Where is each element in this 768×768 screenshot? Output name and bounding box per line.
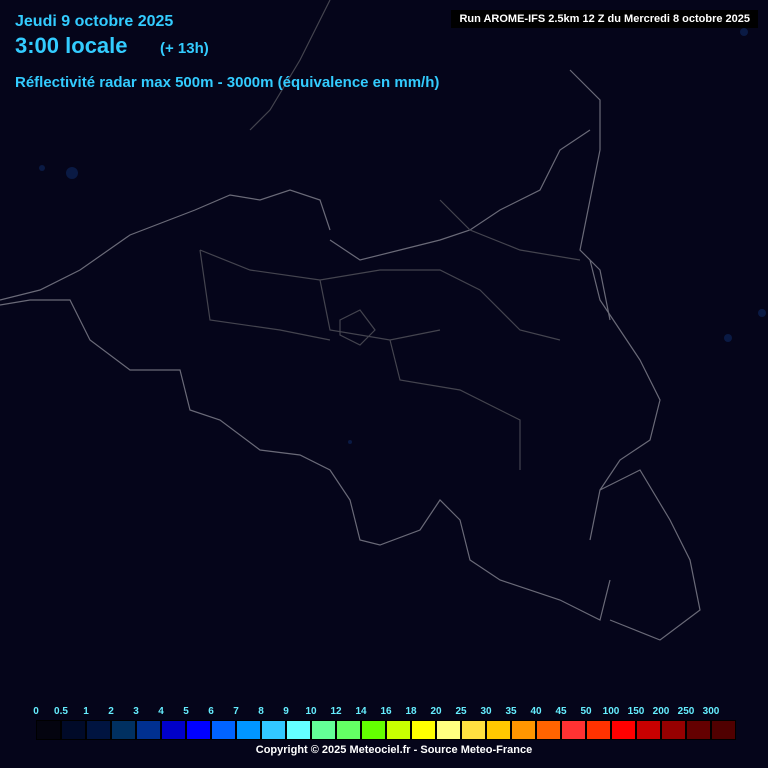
legend-label: 0	[33, 706, 39, 717]
legend-swatch	[686, 720, 711, 740]
legend-label: 6	[208, 706, 214, 717]
legend-label: 45	[555, 706, 567, 717]
legend-swatch	[561, 720, 586, 740]
legend-label: 5	[183, 706, 189, 717]
legend-swatch	[411, 720, 436, 740]
legend-swatch	[261, 720, 286, 740]
coastline	[0, 189, 331, 301]
border-fr-be	[0, 299, 611, 621]
province-lines	[199, 0, 581, 470]
legend-label: 200	[652, 706, 670, 717]
precip-specks	[39, 28, 766, 444]
forecast-offset: (+ 13h)	[160, 40, 209, 57]
legend-label: 250	[677, 706, 695, 717]
legend-label: 35	[505, 706, 517, 717]
legend-swatch	[186, 720, 211, 740]
legend-swatch	[536, 720, 561, 740]
legend-label: 2	[108, 706, 114, 717]
forecast-time: 3:00 locale	[15, 33, 128, 58]
legend-label: 10	[305, 706, 317, 717]
parameter-title: Réflectivité radar max 500m - 3000m (équ…	[15, 74, 440, 91]
legend-swatch	[436, 720, 461, 740]
legend-swatch	[486, 720, 511, 740]
legend-label: 3	[133, 706, 139, 717]
legend-label: 150	[627, 706, 645, 717]
forecast-date: Jeudi 9 octobre 2025	[15, 13, 174, 30]
legend-swatch	[586, 720, 611, 740]
legend-swatch	[661, 720, 686, 740]
border-be-nl	[329, 129, 591, 261]
legend-label: 100	[602, 706, 620, 717]
border-be-de	[589, 259, 661, 541]
legend-swatch	[611, 720, 636, 740]
legend-label: 50	[580, 706, 592, 717]
legend-label: 7	[233, 706, 239, 717]
legend-label: 30	[480, 706, 492, 717]
legend-swatch	[61, 720, 86, 740]
legend-swatch	[286, 720, 311, 740]
legend-swatch	[136, 720, 161, 740]
legend-swatch	[386, 720, 411, 740]
legend-label: 25	[455, 706, 467, 717]
legend-swatch	[36, 720, 61, 740]
legend-swatch	[236, 720, 261, 740]
legend-label: 12	[330, 706, 342, 717]
legend-swatch	[311, 720, 336, 740]
legend-swatch	[86, 720, 111, 740]
legend-label: 0.5	[54, 706, 68, 717]
legend-label: 14	[355, 706, 367, 717]
legend-label: 20	[430, 706, 442, 717]
legend-swatch	[711, 720, 736, 740]
copyright: Copyright © 2025 Meteociel.fr - Source M…	[255, 744, 533, 756]
legend-swatch	[461, 720, 486, 740]
legend-label: 4	[158, 706, 164, 717]
legend-label: 8	[258, 706, 264, 717]
legend-label: 18	[405, 706, 417, 717]
legend-label: 9	[283, 706, 289, 717]
legend-label: 1	[83, 706, 89, 717]
legend-swatch	[511, 720, 536, 740]
legend-swatch	[336, 720, 361, 740]
legend-label: 300	[702, 706, 720, 717]
legend-swatch	[111, 720, 136, 740]
legend-label: 40	[530, 706, 542, 717]
legend-swatch	[361, 720, 386, 740]
border-lux	[599, 469, 701, 641]
legend-label: 16	[380, 706, 392, 717]
legend-swatch	[211, 720, 236, 740]
border-nl-de	[569, 69, 611, 321]
legend-swatch	[636, 720, 661, 740]
legend-swatch	[161, 720, 186, 740]
run-info: Run AROME-IFS 2.5km 12 Z du Mercredi 8 o…	[451, 10, 758, 28]
